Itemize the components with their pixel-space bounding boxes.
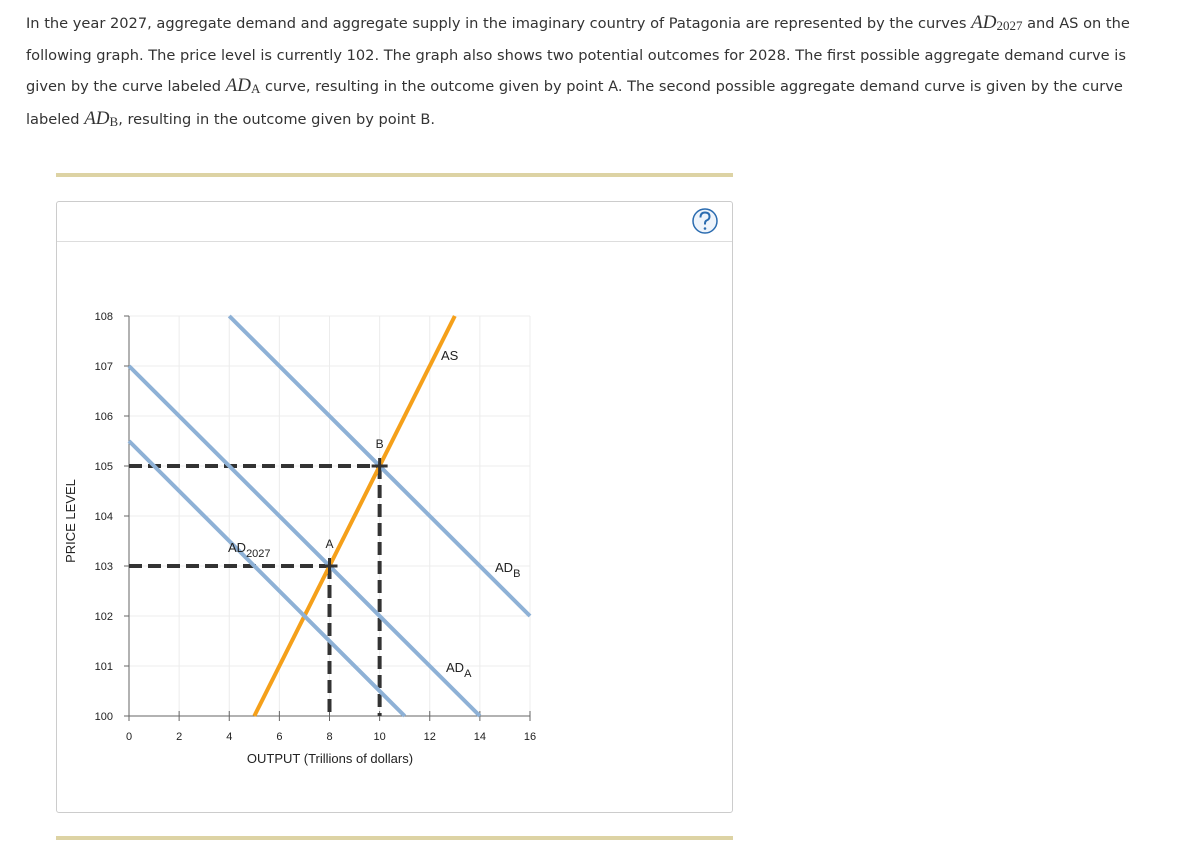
y-tick-label: 108 <box>95 311 113 323</box>
point-label: A <box>326 537 334 551</box>
graph-panel <box>56 201 733 813</box>
y-tick-label: 107 <box>95 361 113 373</box>
curve-label-main: AD <box>446 660 464 675</box>
x-tick-label: 4 <box>226 731 232 743</box>
x-tick-label: 12 <box>424 731 436 743</box>
x-tick-label: 0 <box>126 731 132 743</box>
y-tick-label: 100 <box>95 711 113 723</box>
x-tick-label: 6 <box>276 731 282 743</box>
y-tick-label: 105 <box>95 461 113 473</box>
curve-label: AS <box>441 348 459 363</box>
math-main: AD <box>225 75 251 96</box>
y-tick-label: 102 <box>95 611 113 623</box>
x-axis-label: OUTPUT (Trillions of dollars) <box>247 751 413 766</box>
math: AD2027 <box>971 12 1022 33</box>
y-tick-label: 101 <box>95 661 113 673</box>
panel-header <box>57 202 732 242</box>
help-icon[interactable] <box>692 208 718 234</box>
y-tick-label: 104 <box>95 511 113 523</box>
curve-label: ADB <box>495 560 520 580</box>
curve-label: ADA <box>446 660 472 680</box>
question-text: In the year 2027, aggregate demand and a… <box>26 8 1166 137</box>
text: and AS on the following graph. The price… <box>26 15 1130 95</box>
x-tick-label: 8 <box>326 731 332 743</box>
x-tick-label: 2 <box>176 731 182 743</box>
curve <box>127 364 482 718</box>
math: ADA <box>226 75 261 96</box>
curve-label-main: AD <box>228 540 246 555</box>
point-marker <box>321 558 338 574</box>
math-sub: B <box>109 114 119 129</box>
math-main: AD <box>84 108 110 129</box>
y-tick-label: 103 <box>95 561 113 573</box>
curve-label-sub: A <box>464 668 472 680</box>
x-tick-label: 10 <box>374 731 386 743</box>
math-sub: 2027 <box>996 18 1023 33</box>
x-tick-label: 16 <box>524 731 536 743</box>
curve-label: AD2027 <box>228 540 271 560</box>
divider <box>56 173 733 177</box>
y-tick-label: 106 <box>95 411 113 423</box>
curve-label-main: AS <box>441 348 459 363</box>
math: ADB <box>84 108 118 129</box>
divider <box>56 836 733 840</box>
curve-label-sub: B <box>513 568 520 580</box>
y-axis-label: PRICE LEVEL <box>63 479 78 563</box>
x-tick-label: 14 <box>474 731 486 743</box>
math-main: AD <box>971 12 997 33</box>
text: , resulting in the outcome given by poin… <box>118 111 436 128</box>
curve-label-main: AD <box>495 560 513 575</box>
text: In the year 2027, aggregate demand and a… <box>26 15 972 32</box>
text: curve, resulting in the outcome given by… <box>26 78 1123 128</box>
curve-label-sub: 2027 <box>246 548 270 560</box>
math-sub: A <box>250 81 261 96</box>
point-marker <box>371 458 388 474</box>
curve <box>127 439 407 718</box>
point-label: B <box>376 437 384 451</box>
curve <box>252 315 457 717</box>
